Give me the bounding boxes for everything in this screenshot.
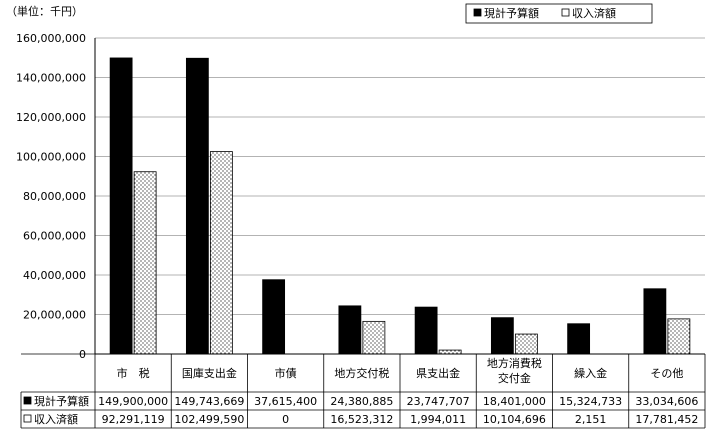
table-value: 149,900,000	[98, 395, 168, 408]
category-label: 市債	[275, 366, 297, 380]
bar-revenue	[362, 320, 386, 355]
bar-budget	[414, 306, 438, 355]
category-label: 繰入金	[574, 366, 607, 380]
bar-revenue	[209, 151, 233, 355]
y-axis-tick-labels: 0 20,000,000 40,000,000 60,000,000 80,000,00…	[16, 32, 86, 361]
y-tick-label: 0	[79, 348, 86, 361]
y-tick-label: 100,000,000	[16, 151, 86, 164]
bar-revenue	[133, 171, 157, 355]
legend: 現計予算額 収入済額	[465, 3, 653, 24]
category-label: 地方交付税	[334, 366, 389, 380]
table-value: 10,104,696	[483, 413, 546, 426]
bar-budget	[185, 57, 209, 355]
legend-box	[465, 3, 653, 24]
table-value: 18,401,000	[483, 395, 546, 408]
legend-key-budget	[473, 8, 482, 17]
bar-revenue	[667, 318, 691, 355]
bar-budget	[567, 323, 591, 355]
bar-budget	[643, 288, 667, 355]
y-tick-label: 140,000,000	[16, 72, 86, 85]
legend-label: 現計予算額	[484, 6, 539, 20]
table-value: 24,380,885	[330, 395, 393, 408]
y-tick-label: 160,000,000	[16, 32, 86, 45]
legend-key-revenue	[561, 8, 570, 17]
bar-budget	[490, 317, 514, 355]
table-value: 37,615,400	[254, 395, 317, 408]
bar-revenue	[438, 349, 462, 355]
bar-budget	[338, 305, 362, 355]
y-tick-label: 20,000,000	[23, 309, 86, 322]
category-label: 地方消費税交付金	[487, 356, 542, 385]
table-legend-key-revenue	[23, 414, 32, 423]
table-value: 0	[282, 413, 289, 426]
table-value: 33,034,606	[635, 395, 698, 408]
unit-label: （単位：千円）	[6, 4, 83, 18]
y-tick-label: 40,000,000	[23, 269, 86, 282]
table-value: 16,523,312	[330, 413, 393, 426]
bars	[109, 57, 691, 355]
table-value: 15,324,733	[559, 395, 622, 408]
table-value: 17,781,452	[635, 413, 698, 426]
category-label: 市 税	[117, 366, 150, 380]
table-value: 2,151	[575, 413, 607, 426]
legend-label: 収入済額	[572, 6, 616, 20]
y-tick-label: 60,000,000	[23, 230, 86, 243]
table-value: 149,743,669	[174, 395, 244, 408]
category-label: 県支出金	[416, 366, 460, 380]
y-tick-label: 120,000,000	[16, 111, 86, 124]
table-value: 92,291,119	[102, 413, 165, 426]
bar-revenue	[514, 333, 538, 355]
y-tick-label: 80,000,000	[23, 190, 86, 203]
category-label: 国庫支出金	[182, 366, 237, 380]
table-series-name: 現計予算額	[34, 394, 89, 408]
bar-budget	[262, 279, 286, 355]
category-label: その他	[650, 367, 683, 380]
table-legend-key-budget	[23, 396, 32, 405]
table-value: 23,747,707	[407, 395, 470, 408]
bar-budget	[109, 57, 133, 355]
table-value: 1,994,011	[410, 413, 466, 426]
table-value: 102,499,590	[174, 413, 244, 426]
table-series-name: 収入済額	[34, 412, 78, 426]
